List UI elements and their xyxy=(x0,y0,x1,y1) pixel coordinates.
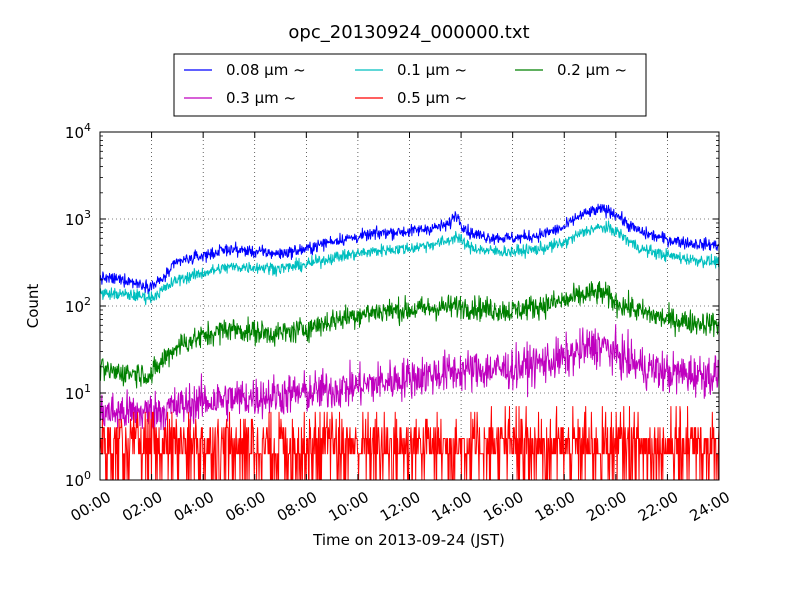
y-tick-label: 104 xyxy=(65,121,91,142)
series-line-2 xyxy=(99,280,720,389)
legend-label: 0.1 μm ~ xyxy=(397,61,467,79)
legend-box xyxy=(173,53,647,117)
series-line-1 xyxy=(99,220,720,306)
y-tick-label: 102 xyxy=(65,295,91,316)
y-tick-label: 101 xyxy=(65,382,91,403)
legend-label: 0.3 μm ~ xyxy=(226,89,296,107)
chart-title: opc_20130924_000000.txt xyxy=(288,22,529,43)
series-layer xyxy=(99,203,720,481)
legend-label: 0.5 μm ~ xyxy=(397,89,467,107)
series-line-3 xyxy=(99,324,720,433)
legend-label: 0.08 μm ~ xyxy=(226,61,306,79)
legend-label: 0.2 μm ~ xyxy=(557,61,627,79)
y-axis: 100 101 102 103 104 xyxy=(65,121,719,490)
y-axis-label: Count xyxy=(24,284,42,329)
x-axis-label: Time on 2013-09-24 (JST) xyxy=(312,531,505,549)
legend: 0.08 μm ~ 0.1 μm ~ 0.2 μm ~ 0.3 μm ~ 0.5 μm … xyxy=(173,53,647,117)
series-line-0 xyxy=(99,203,720,295)
y-tick-label: 103 xyxy=(65,208,91,229)
series-line-4 xyxy=(99,405,720,481)
y-tick-label: 100 xyxy=(65,469,91,490)
